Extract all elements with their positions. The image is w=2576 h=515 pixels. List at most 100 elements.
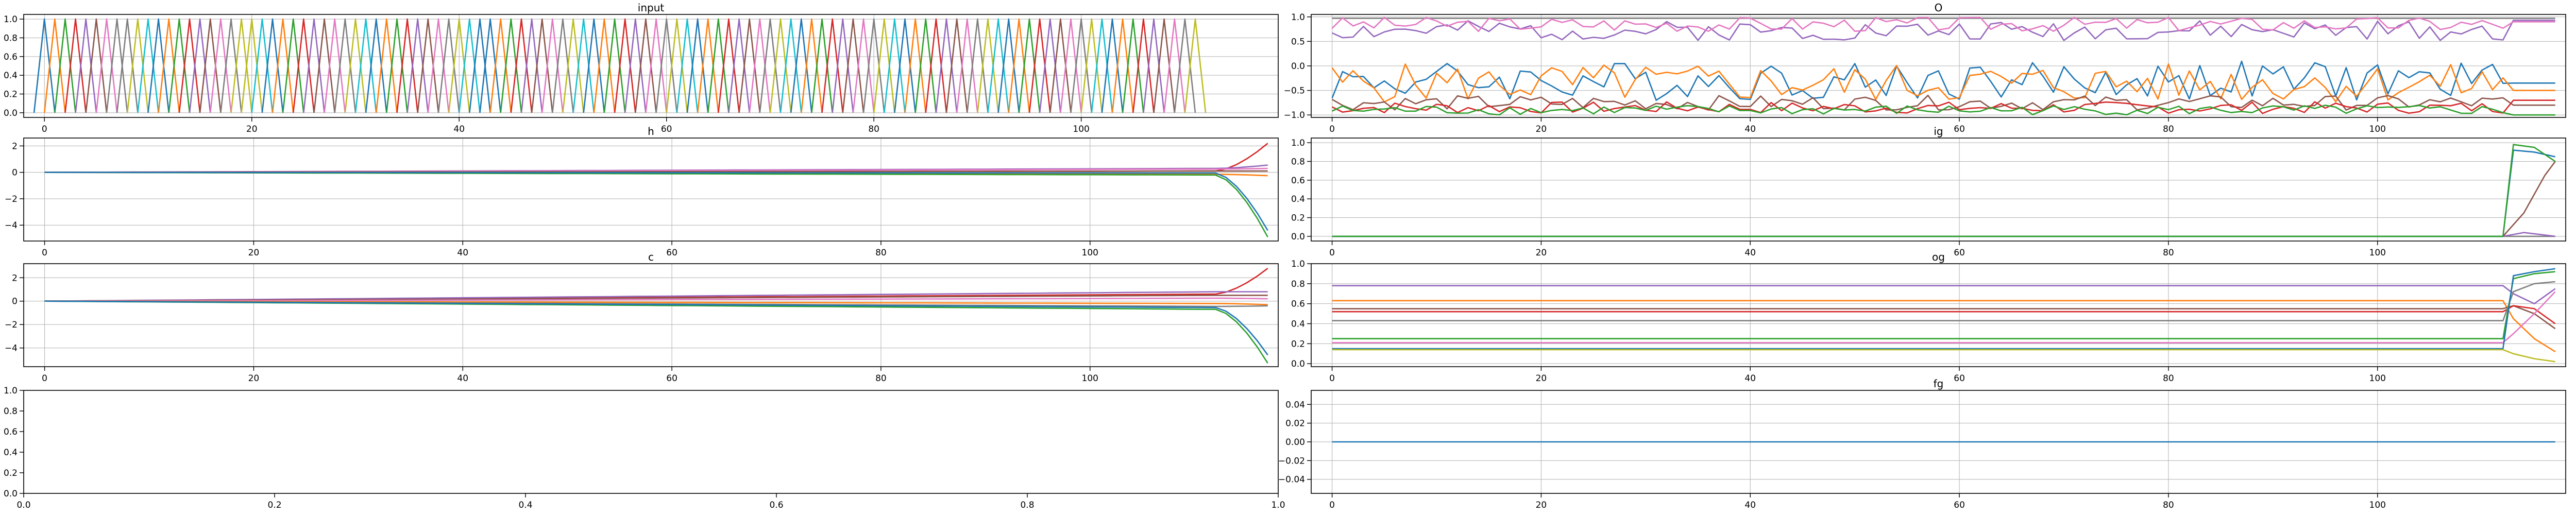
series-line — [303, 18, 325, 113]
y-tick-label: 0.5 — [1291, 37, 1305, 47]
series-line — [759, 18, 782, 113]
x-tick-label: 40 — [453, 124, 465, 134]
series-line — [437, 18, 460, 113]
series-line — [95, 18, 118, 113]
y-tick-label: 1.0 — [4, 386, 18, 396]
subplot-title: c — [648, 251, 654, 263]
series-line — [842, 18, 865, 113]
series-line — [956, 18, 978, 113]
y-tick-label: 0 — [12, 297, 18, 307]
series-line — [697, 18, 719, 113]
x-tick-label: 0 — [42, 373, 47, 384]
x-tick-label: 80 — [875, 248, 887, 258]
series-line — [666, 18, 688, 113]
y-tick-label: −2 — [5, 320, 18, 330]
axes-frame — [23, 263, 1279, 367]
y-tick-label: 0.00 — [1285, 437, 1305, 448]
series-line — [821, 18, 844, 113]
series-line — [541, 18, 564, 113]
series-line — [334, 18, 357, 113]
series-line — [427, 18, 450, 113]
subplot-O: 0 20 40 60 80 100 −1.0 −0.5 0.0 0.5 1.0 O — [1284, 2, 2566, 134]
series-line — [635, 18, 657, 113]
y-tick-label: −4 — [5, 344, 18, 354]
x-tick-label: 80 — [2163, 500, 2174, 510]
subplot-empty: 0.0 0.2 0.4 0.6 0.8 1.0 0.0 0.2 0.4 0.6 0.8 1.0 — [4, 386, 1285, 510]
y-tick-label: 1.0 — [4, 14, 18, 25]
series-line — [873, 18, 895, 113]
series-line — [904, 18, 927, 113]
series-line — [707, 18, 730, 113]
axes-frame — [23, 390, 1279, 494]
series-group — [1332, 144, 2556, 237]
series-line — [354, 18, 377, 113]
subplot-input: 0 20 40 60 80 100 0.0 0.2 0.4 0.6 0.8 1.0 input — [4, 2, 1279, 134]
series-line — [365, 18, 387, 113]
series-line — [396, 18, 418, 113]
series-line — [1332, 105, 2555, 116]
series-line — [1332, 99, 2555, 114]
series-line — [1332, 20, 2555, 41]
x-tick-label: 0 — [1329, 373, 1335, 384]
x-tick-label: 40 — [1744, 373, 1756, 384]
subplot-fg: 0 20 40 60 80 100 −0.04 −0.02 0.00 0.02 0.04 fg — [1278, 377, 2566, 510]
series-line — [1331, 60, 2555, 101]
x-tick-label: 1.0 — [1271, 500, 1285, 510]
y-tick-label: 0.8 — [4, 33, 18, 43]
series-group — [33, 18, 1207, 113]
series-line — [469, 18, 491, 113]
y-tick-label: 0.8 — [1291, 157, 1305, 167]
series-line — [769, 18, 792, 113]
series-line — [324, 18, 346, 113]
series-line — [137, 18, 159, 113]
x-tick-label: 0.4 — [518, 500, 532, 510]
series-line — [645, 18, 667, 113]
series-line — [44, 143, 1268, 173]
series-line — [894, 18, 916, 113]
axes-frame — [1311, 263, 2566, 367]
series-line — [44, 171, 1268, 231]
series-line — [168, 18, 191, 113]
x-tick-label: 40 — [457, 373, 468, 384]
series-line — [282, 18, 304, 113]
series-line — [1008, 18, 1030, 113]
series-line — [779, 18, 802, 113]
y-tick-label: −0.02 — [1278, 456, 1305, 466]
series-line — [1332, 149, 2555, 237]
y-tick-label: 0.0 — [4, 489, 18, 499]
x-tick-label: 80 — [875, 373, 887, 384]
y-tick-label: 0.4 — [1291, 319, 1305, 330]
series-line — [914, 18, 937, 113]
series-group — [44, 143, 1268, 237]
series-line — [189, 18, 211, 113]
series-line — [945, 18, 968, 113]
series-line — [552, 18, 574, 113]
y-tick-label: −4 — [5, 220, 18, 231]
axes-frame — [23, 14, 1279, 118]
series-line — [1132, 18, 1155, 113]
x-tick-label: 0.0 — [16, 500, 30, 510]
series-line — [862, 18, 885, 113]
series-line — [801, 18, 823, 113]
x-tick-label: 20 — [1536, 124, 1547, 134]
x-tick-label: 0.6 — [769, 500, 783, 510]
y-tick-label: −0.5 — [1284, 86, 1305, 96]
x-tick-label: 0 — [1329, 500, 1335, 510]
subplot-title: fg — [1934, 377, 1944, 390]
subplot-title: input — [638, 2, 665, 14]
y-tick-label: 0.6 — [1291, 299, 1305, 310]
series-line — [1111, 18, 1134, 113]
y-tick-label: 2 — [12, 141, 18, 151]
y-tick-label: 0.6 — [4, 427, 18, 437]
series-line — [272, 18, 294, 113]
series-line — [686, 18, 709, 113]
subplot-ig: 0 20 40 60 80 100 0.0 0.2 0.4 0.6 0.8 1.0 ig — [1291, 125, 2566, 258]
series-line — [241, 18, 263, 113]
y-tick-label: 0.0 — [1291, 359, 1305, 369]
y-tick-label: 0.8 — [1291, 279, 1305, 289]
y-tick-label: 1.0 — [1291, 138, 1305, 148]
series-line — [458, 18, 481, 113]
subplot-title: ig — [1934, 125, 1943, 138]
y-tick-label: 0.4 — [4, 71, 18, 81]
series-line — [500, 18, 522, 113]
